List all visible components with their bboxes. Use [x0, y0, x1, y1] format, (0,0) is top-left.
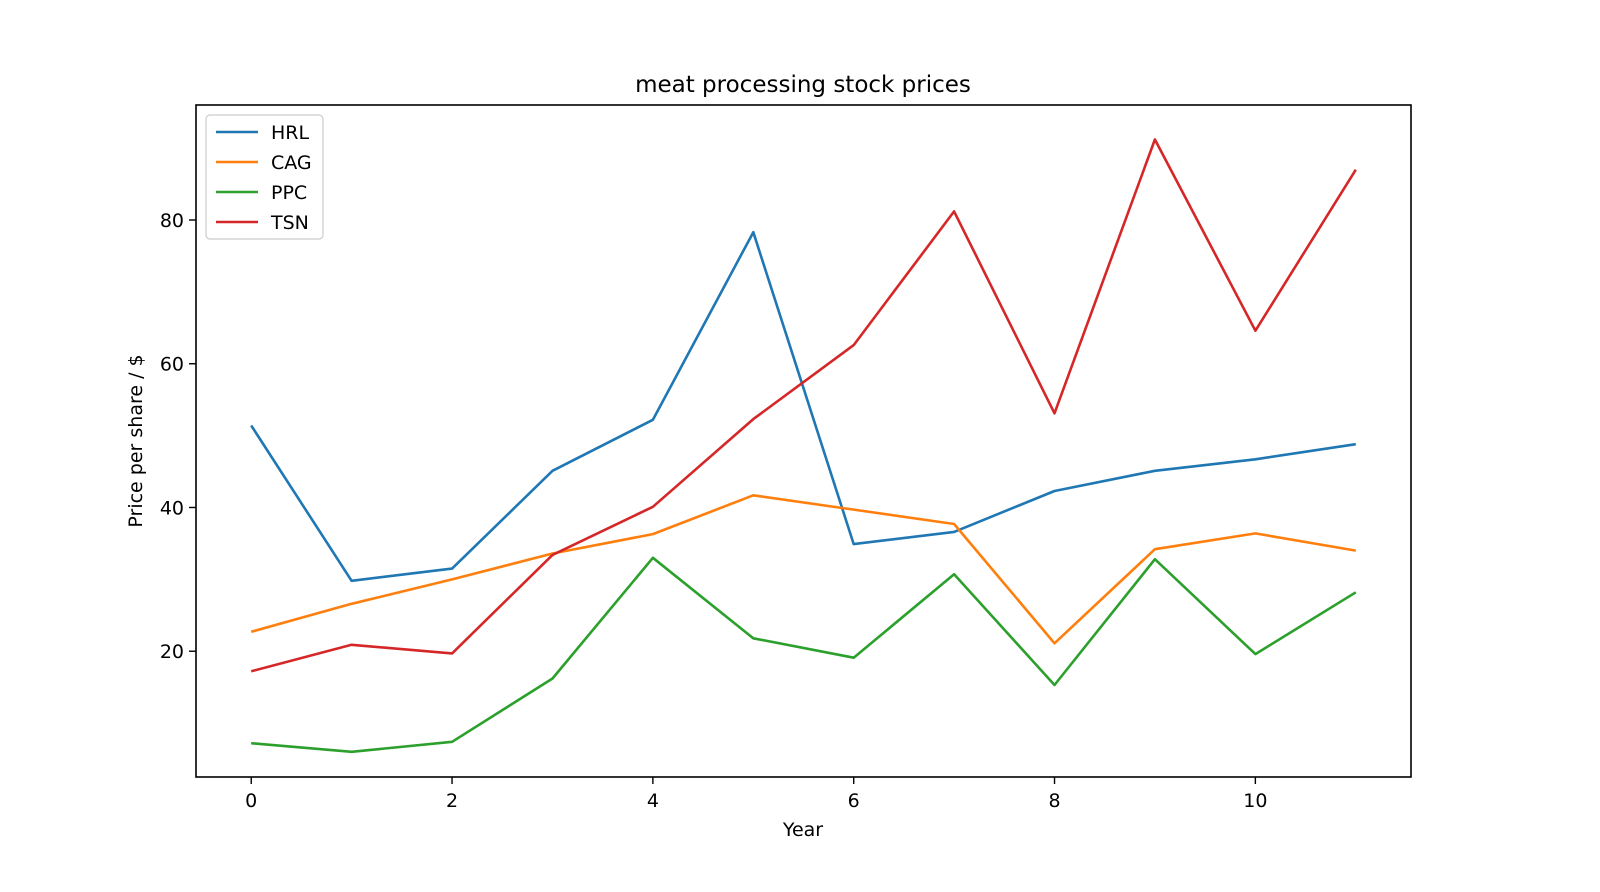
- series-line-ppc: [251, 556, 1357, 754]
- series-line-tsn: [250, 138, 1357, 673]
- legend-label-cag: CAG: [271, 152, 312, 174]
- plot-lines: [250, 138, 1357, 754]
- y-tick-label: 80: [160, 210, 184, 232]
- legend-label-ppc: PPC: [271, 182, 307, 204]
- legend-label-hrl: HRL: [271, 122, 309, 144]
- x-tick-label: 4: [647, 790, 659, 812]
- y-axis: 20 40 60 80: [160, 210, 196, 663]
- x-tick-label: 10: [1243, 790, 1267, 812]
- y-axis-label: Price per share / $: [125, 354, 147, 527]
- chart-title: meat processing stock prices: [635, 72, 971, 98]
- x-tick-label: 0: [245, 790, 257, 812]
- legend: HRL CAG PPC TSN: [205, 114, 324, 240]
- x-tick-label: 8: [1048, 790, 1060, 812]
- series-line-hrl: [250, 230, 1356, 583]
- legend-label-tsn: TSN: [270, 212, 309, 234]
- plot-frame: [195, 104, 1412, 778]
- y-tick-label: 60: [160, 354, 184, 376]
- legend-box: [205, 114, 324, 240]
- y-tick-label: 20: [160, 641, 184, 663]
- x-axis-label: Year: [782, 819, 823, 841]
- x-axis: 0 2 4 6 8 10: [245, 777, 1267, 812]
- y-tick-label: 40: [160, 497, 184, 519]
- x-tick-label: 6: [848, 790, 860, 812]
- series-line-cag: [250, 493, 1357, 645]
- x-tick-label: 2: [446, 790, 458, 812]
